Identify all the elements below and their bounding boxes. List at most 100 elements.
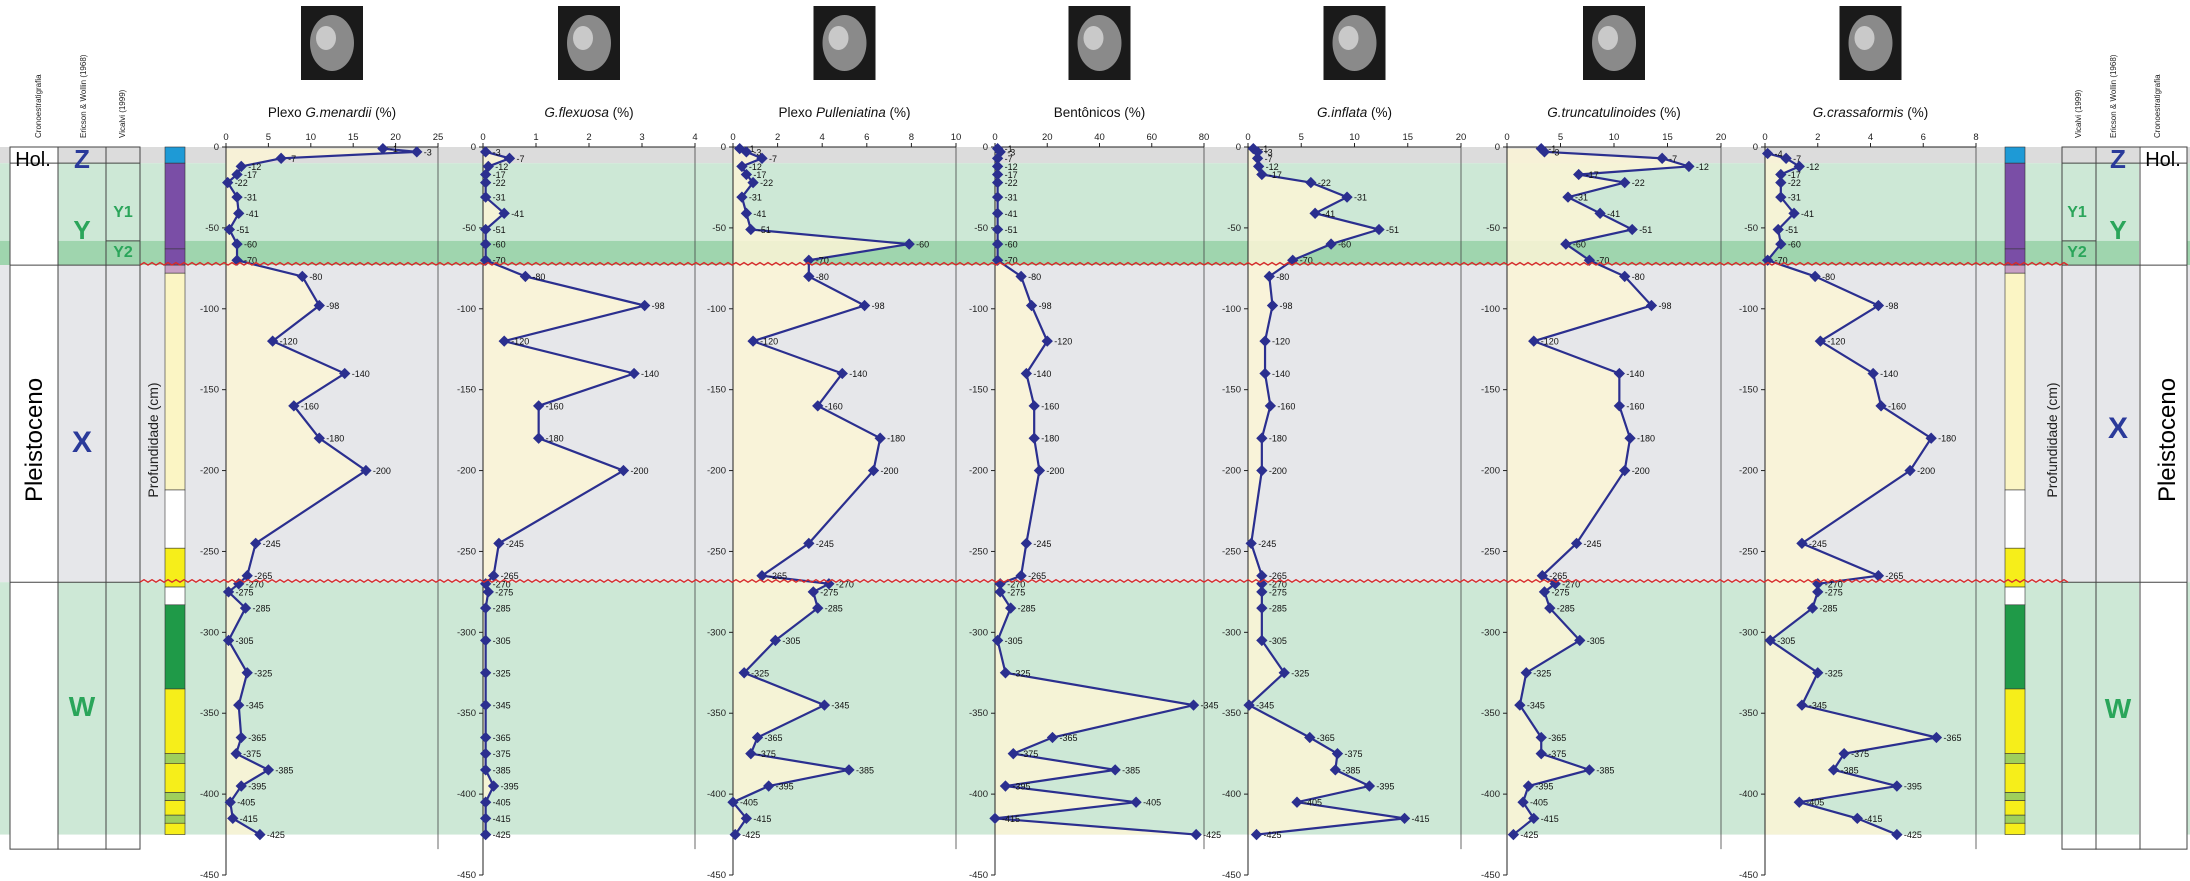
- data-label: -385: [1122, 765, 1140, 775]
- data-point: [313, 299, 325, 312]
- title-suffix: (%): [1367, 105, 1392, 120]
- x-tick-label: 2: [775, 132, 780, 143]
- data-label: -41: [1801, 209, 1814, 219]
- data-point: [1243, 699, 1255, 711]
- data-label: -270: [1007, 579, 1025, 589]
- data-label: -60: [244, 240, 257, 250]
- ericson-header-right: Ericson & Wollin (1968): [2109, 54, 2118, 138]
- panel-title: G.truncatulinoides (%): [1547, 105, 1681, 120]
- series-area: [483, 151, 645, 835]
- data-label: -60: [1005, 240, 1018, 250]
- data-point: [377, 142, 389, 155]
- lithology-layer: [164, 814, 186, 824]
- data-point: [1507, 828, 1520, 841]
- data-label: -22: [1632, 178, 1645, 188]
- data-point: [1251, 152, 1264, 164]
- chart-panel: 0 5 10 15 20 0 -50 -100 -150 -200 -250 -300 -350 -400…: [1222, 6, 1466, 881]
- y-tick-label: -250: [1222, 546, 1241, 557]
- data-label: -70: [244, 256, 257, 266]
- data-label: -51: [1639, 225, 1652, 235]
- title-suffix: (%): [1904, 105, 1929, 120]
- data-point: [1867, 367, 1879, 380]
- data-point: [1020, 367, 1033, 380]
- data-point: [1304, 731, 1316, 744]
- panel-title: G.flexuosa (%): [544, 105, 633, 120]
- series-area: [1765, 153, 1937, 835]
- chart-panels: 0 5 10 15 20 250-50-100-150-200-250-300-350-4…: [200, 6, 1979, 881]
- data-label: -51: [1005, 225, 1018, 235]
- data-point: [1309, 207, 1321, 219]
- x-tick-label: 0: [223, 132, 228, 143]
- x-tick-label: 10: [306, 132, 317, 143]
- data-point: [763, 780, 775, 792]
- data-point: [250, 537, 262, 550]
- data-label: -395: [1904, 782, 1922, 792]
- data-label: -305: [1269, 636, 1287, 646]
- data-point: [1793, 796, 1805, 808]
- data-point: [1624, 432, 1636, 444]
- title-species: G.flexuosa: [544, 105, 609, 120]
- data-label: -265: [769, 571, 787, 581]
- data-point: [479, 238, 492, 250]
- x-tick-label: 4: [820, 132, 825, 143]
- data-label: -70: [1005, 256, 1018, 266]
- data-label: -140: [1272, 369, 1290, 379]
- data-label: -12: [1005, 162, 1018, 172]
- data-label: -1: [390, 144, 398, 154]
- data-point: [1812, 586, 1824, 598]
- data-point: [1028, 400, 1040, 412]
- data-label: -275: [1825, 587, 1843, 597]
- data-label: -395: [1012, 782, 1030, 792]
- data-label: -140: [352, 369, 370, 379]
- data-point: [288, 400, 300, 412]
- data-label: -305: [1005, 636, 1023, 646]
- data-label: -285: [1018, 604, 1036, 614]
- data-label: -285: [1269, 604, 1287, 614]
- y-tick-label: 0: [983, 142, 988, 153]
- data-point: [1838, 748, 1850, 760]
- data-label: -375: [758, 749, 776, 759]
- y-tick-label: -300: [457, 627, 476, 638]
- x-tick-label: 1: [533, 132, 538, 143]
- y-tick-label: -50: [462, 223, 476, 234]
- data-point: [1619, 270, 1631, 283]
- title-species: Bentônicos: [1054, 105, 1121, 120]
- data-point: [1904, 464, 1916, 477]
- lithology-layer: [164, 272, 186, 491]
- data-point: [756, 152, 768, 164]
- data-label: -375: [1548, 749, 1566, 759]
- lithology-layer: [164, 800, 186, 816]
- data-label: -120: [511, 337, 529, 347]
- data-label: -31: [1354, 193, 1367, 203]
- data-label: -285: [1819, 604, 1837, 614]
- data-point: [1256, 432, 1268, 444]
- y-tick-label: -450: [457, 870, 476, 881]
- title-species: G.menardii: [305, 105, 372, 120]
- data-point: [991, 238, 1004, 250]
- data-point: [498, 335, 510, 347]
- data-point: [1025, 299, 1038, 312]
- right-stratigraphy-columns: [2061, 146, 2188, 850]
- data-point: [1796, 699, 1808, 711]
- data-label: -17: [753, 170, 766, 180]
- data-label: -1: [747, 144, 755, 154]
- lithology-layer: [2004, 489, 2026, 549]
- data-label: -265: [501, 571, 519, 581]
- specimen-highlight: [1854, 26, 1875, 50]
- data-point: [1764, 634, 1776, 647]
- data-label: -70: [816, 256, 829, 266]
- data-label: -160: [825, 401, 843, 411]
- data-point: [1535, 731, 1547, 744]
- zone-y-label: Y: [73, 215, 90, 245]
- data-label: -98: [1279, 301, 1292, 311]
- y-tick-label: 0: [1753, 142, 1758, 153]
- data-label: -7: [1793, 154, 1801, 164]
- data-point: [638, 299, 651, 312]
- vicalvi-header: Vicalvi (1999): [118, 89, 127, 138]
- data-label: -7: [1669, 154, 1677, 164]
- data-point: [769, 634, 782, 647]
- ericson-header: Ericson & Wollin (1968): [79, 54, 88, 138]
- data-point: [235, 731, 247, 744]
- lithology-layer: [164, 792, 186, 801]
- data-label: -200: [1632, 466, 1650, 476]
